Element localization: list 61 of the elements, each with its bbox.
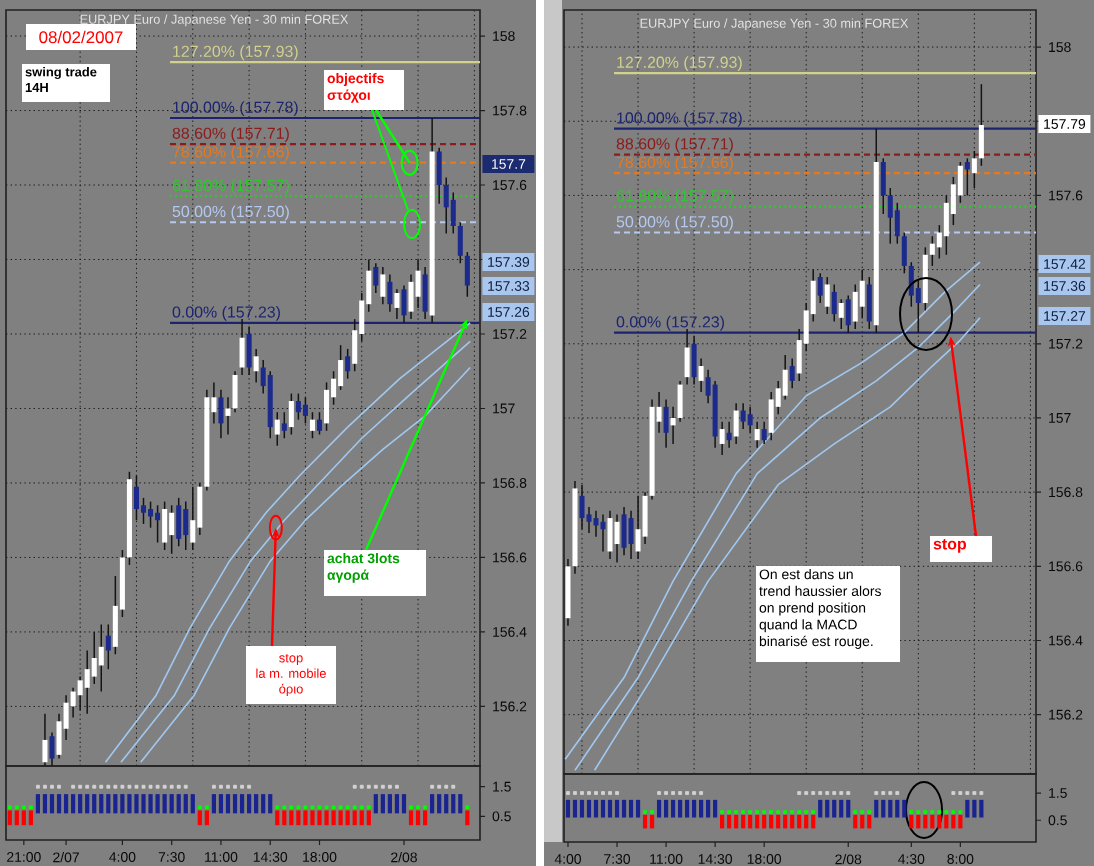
candlestick (684, 328, 690, 386)
candlestick (754, 420, 760, 449)
candlestick (309, 411, 315, 440)
candlestick (971, 150, 977, 189)
candlestick (880, 157, 886, 215)
candlestick (600, 513, 606, 553)
candlestick (133, 474, 140, 521)
annotation: 08/02/2007 (39, 30, 123, 44)
candlestick (908, 261, 914, 308)
candlestick (457, 221, 463, 264)
candlestick (422, 266, 428, 320)
candlestick (614, 513, 620, 564)
candlestick (169, 504, 175, 555)
candlestick (387, 273, 393, 313)
candlestick (450, 191, 456, 235)
candlestick (677, 380, 683, 423)
candlestick (929, 235, 935, 267)
candlestick (239, 318, 245, 376)
candlestick (148, 500, 154, 529)
candlestick (345, 348, 351, 380)
candlestick (901, 231, 907, 275)
candlestick (324, 381, 330, 432)
candlestick (831, 283, 837, 323)
candlestick (295, 392, 301, 421)
candlestick (845, 294, 851, 334)
candlestick (162, 500, 168, 551)
candlestick (663, 398, 669, 449)
candlestick (218, 389, 224, 440)
candlestick (978, 83, 984, 167)
candlestick (274, 411, 280, 447)
candlestick (838, 298, 844, 330)
candlestick (740, 402, 746, 430)
candlestick (183, 500, 189, 551)
candlestick (852, 283, 858, 330)
candlestick (176, 497, 182, 548)
candlestick (91, 631, 97, 685)
candlestick (380, 266, 386, 305)
candlestick (691, 335, 697, 386)
candlestick (302, 396, 308, 425)
candlestick (894, 202, 900, 245)
candlestick (338, 344, 344, 391)
candlestick (824, 276, 830, 315)
candlestick (281, 411, 287, 440)
candlestick (155, 504, 161, 544)
candlestick (719, 420, 725, 456)
candlestick (635, 495, 641, 560)
candlestick (964, 157, 970, 197)
candlestick (621, 506, 627, 556)
candlestick (866, 276, 872, 330)
candlestick (316, 411, 323, 436)
candlestick (105, 623, 111, 670)
candlestick (190, 485, 196, 551)
candlestick (464, 251, 470, 298)
candlestick (859, 268, 865, 319)
candlestick (782, 354, 788, 401)
candlestick (288, 392, 294, 436)
candlestick (607, 509, 613, 560)
candlestick (887, 187, 893, 245)
candlestick (246, 325, 252, 376)
candlestick (733, 402, 739, 445)
candlestick (98, 623, 104, 693)
